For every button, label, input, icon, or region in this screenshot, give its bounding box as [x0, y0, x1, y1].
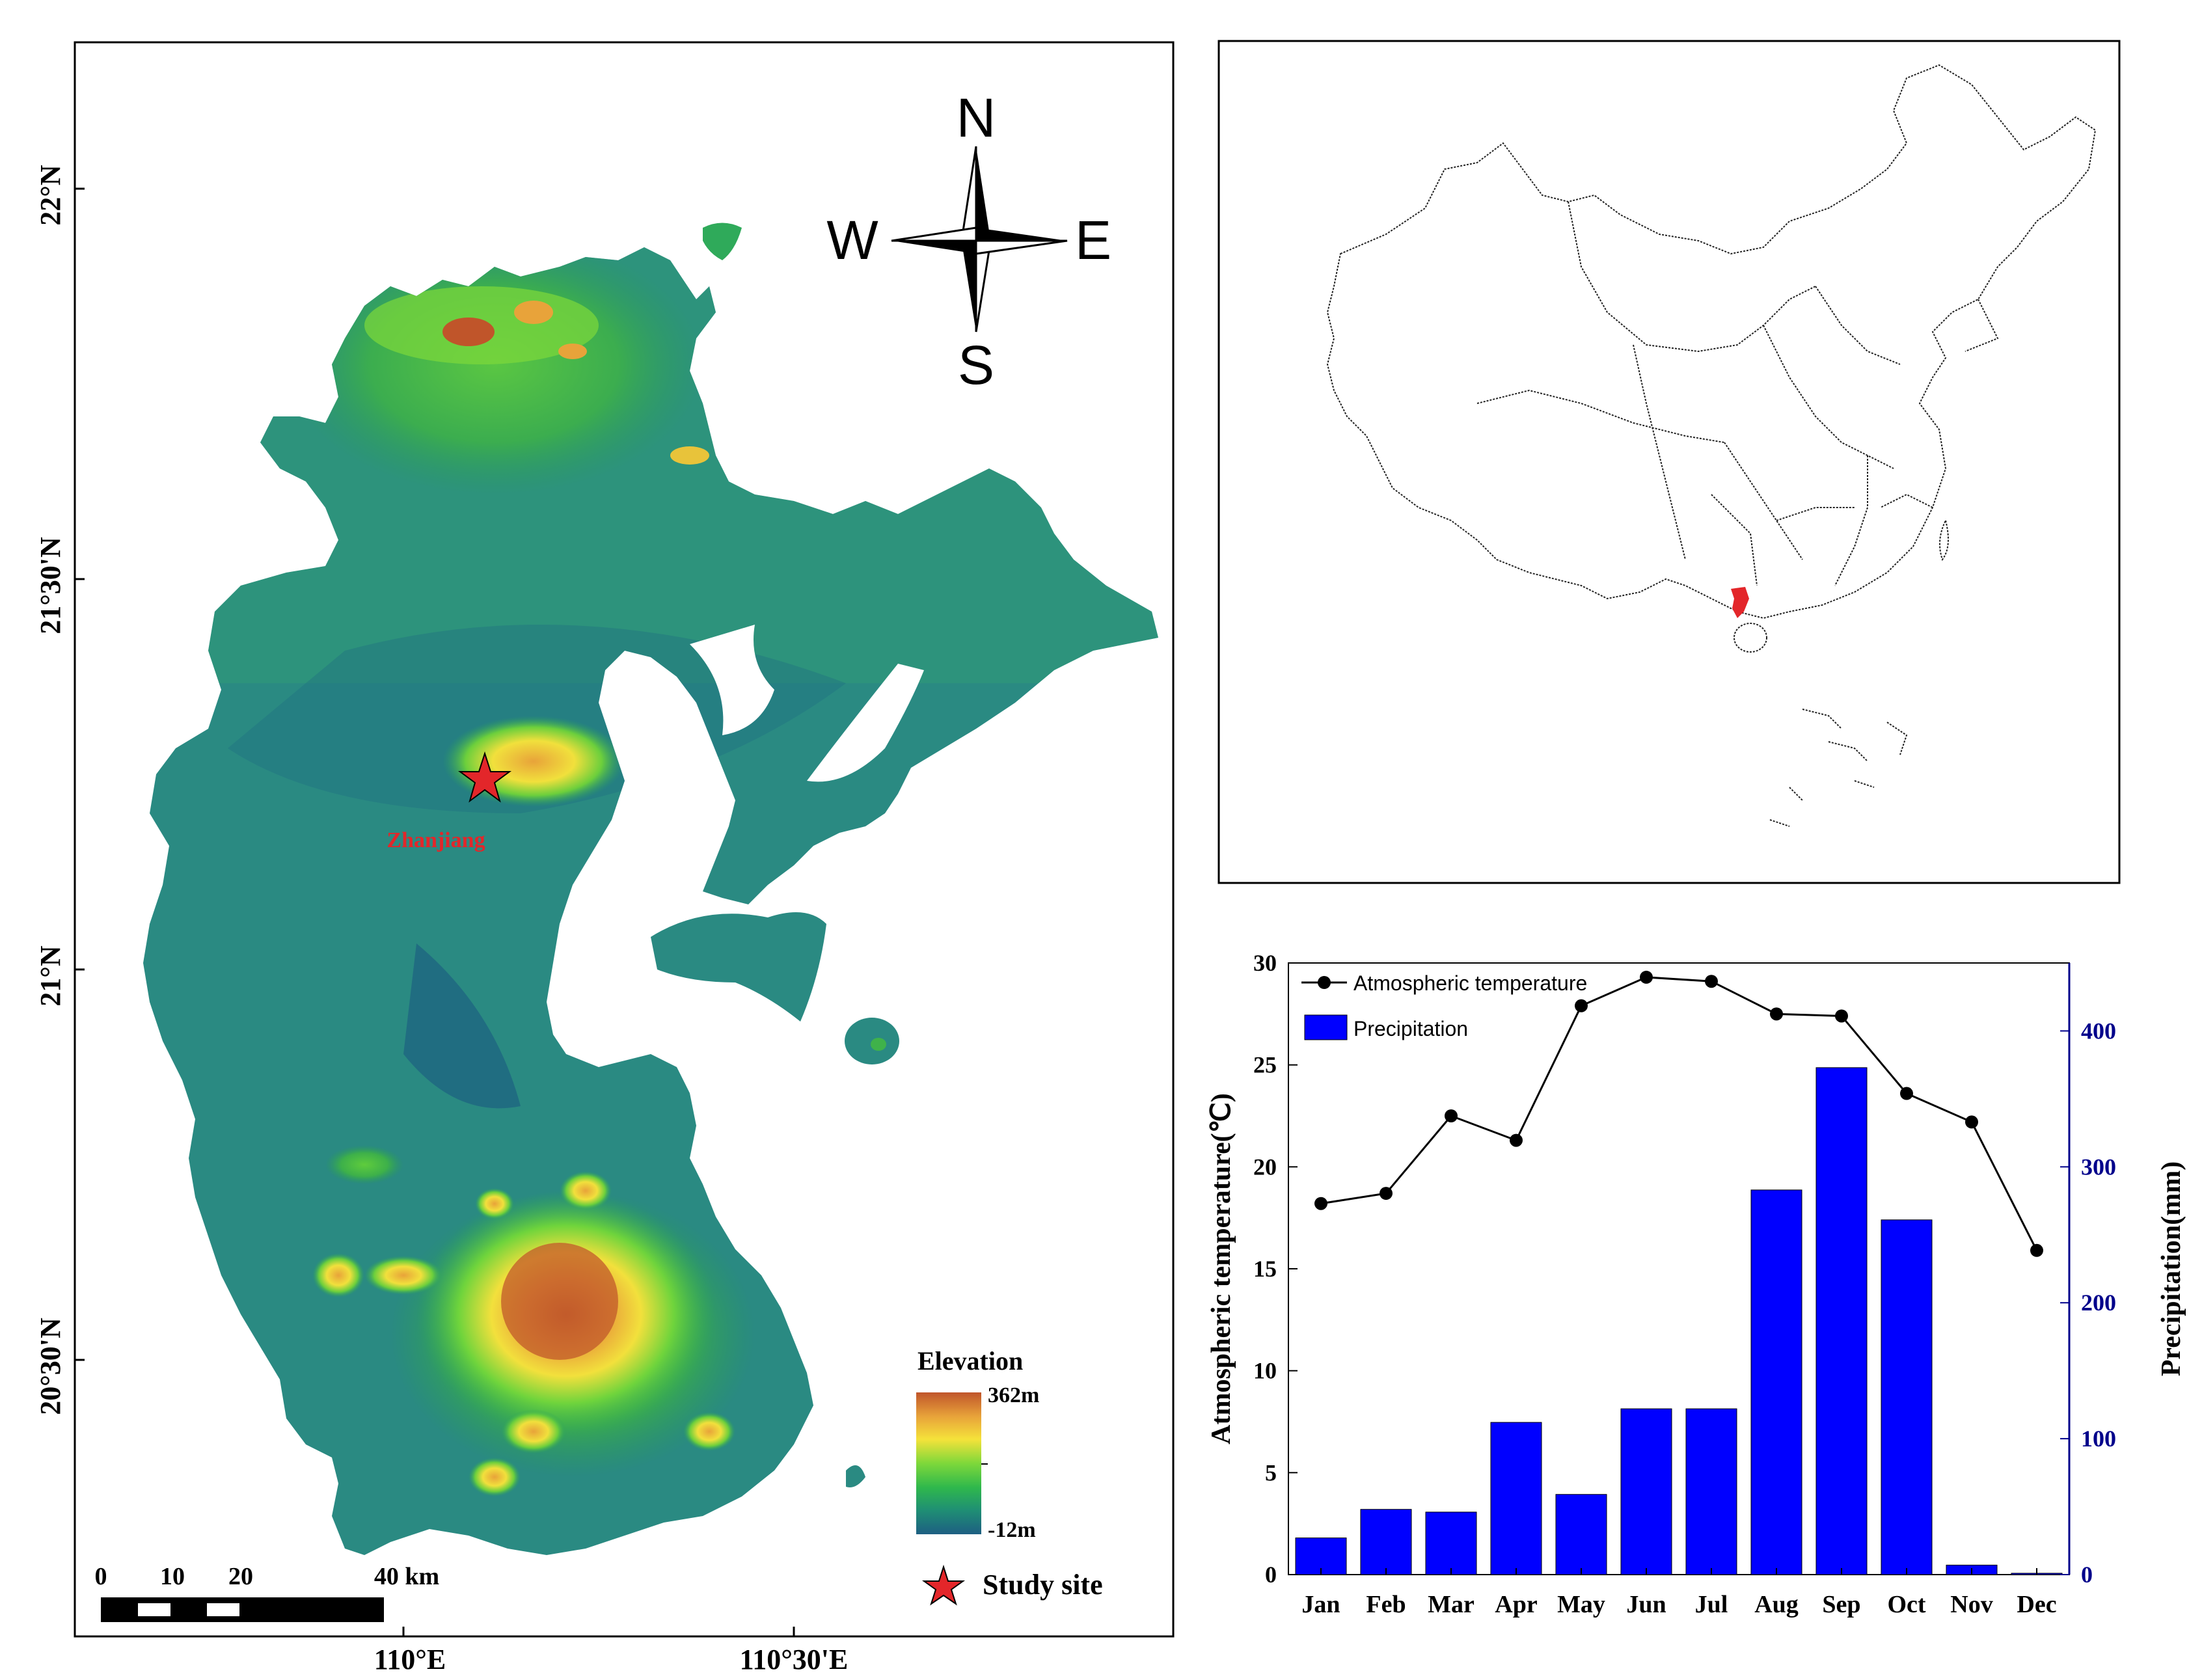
precip-bar-feb: [1360, 1509, 1412, 1575]
x-tick-label-jun: Jun: [1626, 1591, 1666, 1618]
right-axis-title: Precipitation(mm): [2156, 1161, 2186, 1376]
temperature-point-oct: [1900, 1087, 1913, 1100]
x-tick-label-apr: Apr: [1495, 1591, 1538, 1618]
temperature-point-aug: [1770, 1007, 1783, 1021]
left-tick-label: 10: [1253, 1358, 1277, 1384]
legend-min-label: -12m: [988, 1518, 1036, 1542]
left-tick-label: 0: [1265, 1562, 1277, 1588]
scale-bar: 0 10 20 40 km: [95, 1563, 439, 1622]
lat-label-20-30n: 20°30'N: [34, 1318, 66, 1415]
compass-w: W: [826, 210, 878, 271]
lat-label-21-30n: 21°30'N: [34, 537, 66, 634]
x-tick-label-sep: Sep: [1822, 1591, 1860, 1618]
city-label-zhanjiang: Zhanjiang: [387, 828, 485, 852]
study-site-marker: Zhanjiang: [387, 751, 512, 852]
compass-e: E: [1075, 210, 1111, 271]
right-tick-label: 0: [2081, 1562, 2093, 1588]
legend-precipitation-label: Precipitation: [1353, 1017, 1468, 1040]
precip-bar-jul: [1685, 1408, 1737, 1575]
left-axis-title: Atmospheric temperature(℃): [1206, 1093, 1236, 1444]
precip-bar-aug: [1750, 1189, 1802, 1575]
lat-label-22n: 22°N: [34, 165, 66, 226]
scale-label-10: 10: [160, 1563, 185, 1590]
latitude-labels: 22°N 21°30'N 21°N 20°30'N: [34, 165, 85, 1415]
x-tick-label-mar: Mar: [1428, 1591, 1475, 1618]
x-tick-label-jan: Jan: [1301, 1591, 1340, 1618]
legend-temperature-label: Atmospheric temperature: [1353, 971, 1587, 995]
temperature-point-nov: [1965, 1115, 1978, 1129]
left-tick-label: 15: [1253, 1256, 1277, 1282]
right-tick-label: 300: [2081, 1154, 2116, 1180]
scale-label-40km: 40 km: [374, 1563, 439, 1590]
temperature-point-mar: [1445, 1109, 1458, 1122]
lat-label-21n: 21°N: [34, 945, 66, 1007]
elevation-color-ramp: [916, 1392, 981, 1534]
legend-study-site-label: Study site: [983, 1569, 1103, 1601]
left-tick-label: 5: [1265, 1459, 1277, 1485]
right-tick-label: 200: [2081, 1290, 2116, 1316]
x-tick-label-dec: Dec: [2017, 1591, 2056, 1618]
temperature-point-sep: [1835, 1009, 1848, 1023]
temperature-point-apr: [1510, 1133, 1523, 1147]
china-outline: [1326, 64, 2097, 827]
lon-label-110-30e: 110°30'E: [740, 1644, 849, 1675]
zhanjiang-highlight: [1731, 587, 1749, 618]
longitude-labels: 110°E 110°30'E: [374, 1627, 849, 1675]
x-tick-label-nov: Nov: [1950, 1591, 1992, 1618]
compass-rose: N S W E: [826, 87, 1111, 396]
temperature-line: [1320, 976, 2038, 1251]
x-tick-label-may: May: [1557, 1591, 1605, 1618]
right-tick-label: 400: [2081, 1018, 2116, 1044]
x-tick-label-jul: Jul: [1695, 1591, 1728, 1618]
left-tick-label: 30: [1253, 950, 1277, 976]
precip-bar-jun: [1620, 1408, 1672, 1575]
inset-frame: [1217, 40, 2121, 884]
x-tick-label-oct: Oct: [1887, 1591, 1925, 1618]
scale-label-20: 20: [228, 1563, 253, 1590]
legend-line-marker: [1318, 976, 1331, 989]
temperature-point-may: [1575, 999, 1588, 1012]
compass-n: N: [957, 87, 996, 148]
precip-bar-sep: [1815, 1067, 1868, 1575]
temperature-point-dec: [2030, 1243, 2043, 1257]
right-tick-label: 100: [2081, 1426, 2116, 1452]
elevation-map-panel: 22°N 21°30'N 21°N 20°30'N 110°E 110°30'E…: [34, 41, 1175, 1675]
x-tick-label-feb: Feb: [1366, 1591, 1406, 1618]
china-inset-map: [1217, 40, 2121, 884]
precip-bar-mar: [1425, 1511, 1477, 1575]
left-tick-label: 25: [1253, 1052, 1277, 1078]
temperature-point-jan: [1314, 1197, 1327, 1210]
lon-label-110e: 110°E: [374, 1644, 446, 1675]
legend-max-label: 362m: [988, 1383, 1039, 1407]
left-tick-label: 20: [1253, 1154, 1277, 1180]
temperature-point-jun: [1640, 970, 1653, 984]
scale-label-0: 0: [95, 1563, 107, 1590]
x-tick-label-aug: Aug: [1754, 1591, 1799, 1618]
temperature-point-jul: [1705, 975, 1718, 988]
precip-bar-apr: [1490, 1422, 1542, 1575]
precip-bar-oct: [1881, 1219, 1933, 1575]
precip-bar-may: [1555, 1494, 1607, 1575]
plot-frame: [1288, 962, 2070, 1575]
temperature-point-feb: [1380, 1187, 1393, 1200]
legend-bar-swatch: [1304, 1014, 1348, 1040]
compass-s: S: [958, 334, 994, 396]
legend-title: Elevation: [918, 1346, 1023, 1375]
elevation-legend: Elevation 362m -12m Study site: [916, 1346, 1103, 1606]
